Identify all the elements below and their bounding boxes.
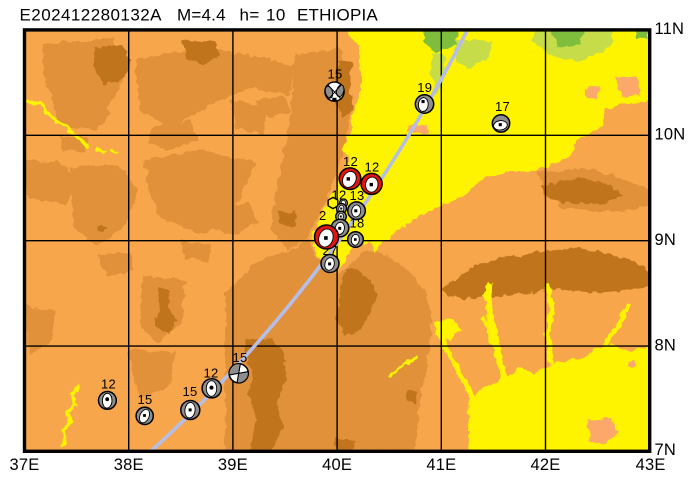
svg-text:39E: 39E [218, 456, 248, 474]
svg-text:E202412280132A: E202412280132A [20, 6, 163, 25]
svg-text:15: 15 [138, 392, 153, 407]
svg-text:19: 19 [417, 80, 432, 95]
svg-text:15: 15 [233, 350, 248, 365]
svg-text:13: 13 [350, 188, 365, 203]
svg-text:40E: 40E [322, 456, 352, 474]
svg-text:h=: h= [240, 6, 260, 25]
svg-text:2: 2 [319, 208, 327, 223]
svg-text:15: 15 [183, 384, 198, 399]
svg-text:41E: 41E [426, 456, 456, 474]
svg-text:42E: 42E [531, 456, 561, 474]
svg-text:10N: 10N [655, 126, 686, 144]
svg-text:M=4.4: M=4.4 [177, 6, 226, 25]
svg-text:37E: 37E [10, 456, 40, 474]
svg-text:15: 15 [328, 67, 343, 82]
svg-text:12: 12 [343, 154, 358, 169]
svg-text:12: 12 [101, 377, 116, 392]
svg-text:12: 12 [365, 160, 380, 175]
svg-text:38E: 38E [114, 456, 144, 474]
svg-text:12: 12 [204, 366, 219, 381]
svg-text:17: 17 [495, 99, 510, 114]
svg-text:8N: 8N [655, 336, 677, 354]
svg-text:9N: 9N [655, 231, 677, 249]
svg-text:43E: 43E [636, 456, 666, 474]
svg-text:10: 10 [266, 6, 286, 25]
svg-text:7N: 7N [655, 441, 677, 459]
svg-text:11N: 11N [655, 20, 685, 38]
svg-text:ETHIOPIA: ETHIOPIA [297, 6, 378, 25]
